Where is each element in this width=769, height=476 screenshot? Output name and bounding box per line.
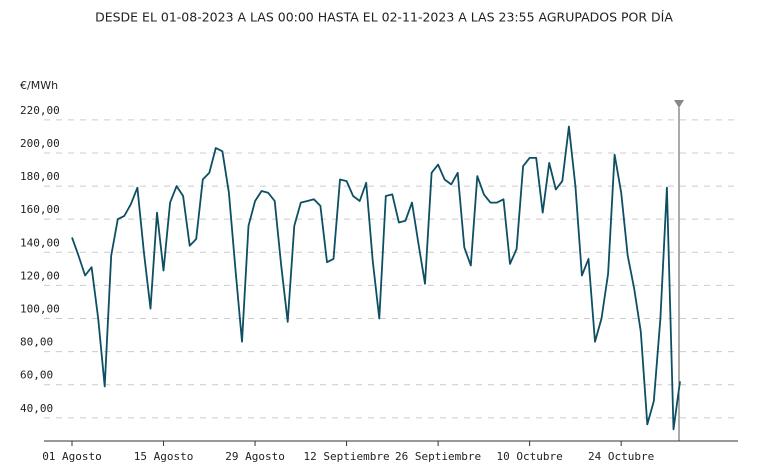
x-tick-label: 29 Agosto (225, 450, 285, 463)
y-tick-label: 40,00 (20, 402, 53, 415)
chart-title: DESDE EL 01-08-2023 A LAS 00:00 HASTA EL… (95, 10, 673, 25)
y-tick-label: 160,00 (20, 203, 60, 216)
x-tick-label: 24 Octubre (588, 450, 654, 463)
y-tick-label: 180,00 (20, 170, 60, 183)
x-tick-label: 10 Octubre (497, 450, 563, 463)
y-tick-label: 120,00 (20, 269, 60, 282)
y-tick-label: 80,00 (20, 336, 53, 349)
line-series (71, 125, 681, 431)
x-tick-label: 12 Septiembre (304, 450, 390, 463)
y-tick-label: 60,00 (20, 369, 53, 382)
y-axis-label: €/MWh (20, 79, 58, 92)
y-tick-label: 100,00 (20, 303, 60, 316)
x-tick-label: 15 Agosto (134, 450, 194, 463)
y-tick-label: 200,00 (20, 137, 60, 150)
y-tick-label: 220,00 (20, 104, 60, 117)
x-tick-label: 26 Septiembre (395, 450, 481, 463)
x-tick-label: 01 Agosto (42, 450, 102, 463)
y-tick-label: 140,00 (20, 236, 60, 249)
cursor-handle (674, 100, 684, 108)
